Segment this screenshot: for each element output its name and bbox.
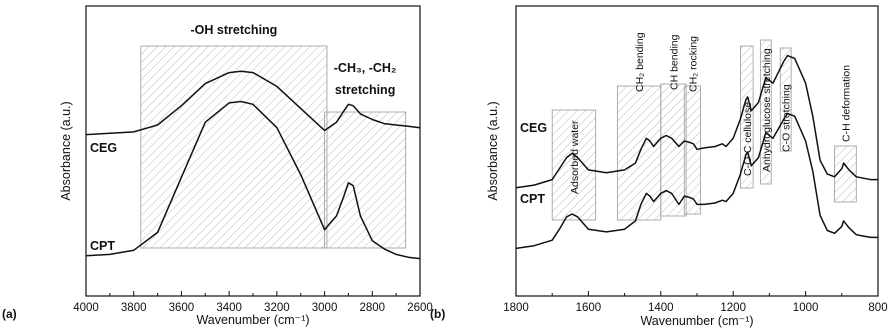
- x-tick-label-b-4: 1000: [793, 302, 819, 314]
- x-tick-label-b-3: 1200: [720, 302, 746, 314]
- x-tick-label-a-6: 2800: [359, 302, 385, 314]
- series-label-b-cpt: CPT: [520, 192, 545, 206]
- band-label-a-1: -CH₃, -CH₂: [334, 61, 397, 75]
- band-b-0: [551, 109, 597, 221]
- x-axis-title-a: Wavenumber (cm⁻¹): [196, 313, 309, 327]
- bands-a: [140, 45, 407, 249]
- x-axis-title-b: Wavenumber (cm⁻¹): [640, 314, 753, 328]
- series-line-a-cpt: [85, 100, 421, 260]
- band-b-6: [779, 47, 792, 152]
- band-label-b-0: Adsorbed water: [569, 120, 581, 194]
- x-tick-label-a-2: 3600: [169, 302, 195, 314]
- panel-label-b: (b): [430, 307, 445, 321]
- series-lines-b: [515, 54, 878, 250]
- x-tick-label-a-7: 2600: [407, 302, 433, 314]
- panel-label-a: (a): [2, 307, 17, 321]
- series-labels-a: -OH stretching -CH₃, -CH₂ stretching CEG CPT: [90, 23, 396, 253]
- x-tick-label-b-0: 1800: [503, 302, 529, 314]
- band-label-b-1: CH₂ bending: [634, 32, 646, 92]
- band-b-2: [660, 83, 687, 217]
- band-label-a-1-line2: stretching: [335, 83, 395, 97]
- series-label-b-ceg: CEG: [520, 121, 547, 135]
- band-label-b-7: C-H deformation: [840, 65, 852, 142]
- series-label-a-cpt: CPT: [90, 239, 115, 253]
- band-label-b-3: CH₂ rocking: [687, 36, 699, 92]
- series-label-a-ceg: CEG: [90, 141, 117, 155]
- band-b-3: [683, 85, 702, 215]
- x-tick-label-a-3: 3400: [216, 302, 242, 314]
- series-line-a-ceg: [85, 70, 421, 136]
- band-label-b-6: C-O stretching: [781, 84, 793, 152]
- x-tick-label-a-1: 3800: [121, 302, 147, 314]
- band-label-b-5: Anhydroglucose stretching: [761, 48, 773, 172]
- band-b-5: [759, 39, 772, 185]
- chart-a: 4000 3800 3600 3400 3200 3000 2800 2600 -OH str…: [2, 5, 433, 327]
- x-tick-label-a-0: 4000: [73, 302, 99, 314]
- band-b-7: [834, 145, 857, 203]
- series-labels-b: Adsorbed water CH₂ bending CH bending CH₂ r…: [520, 32, 852, 206]
- band-label-b-4: C-O-C cellulose: [742, 102, 754, 176]
- ticks-a: 4000 3800 3600 3400 3200 3000 2800 2600: [73, 291, 433, 314]
- series-line-b-cpt: [515, 112, 878, 250]
- series-lines-a: [85, 70, 421, 260]
- x-tick-label-b-1: 1600: [576, 302, 602, 314]
- band-label-b-2: CH bending: [668, 34, 680, 90]
- x-tick-label-a-5: 3000: [312, 302, 338, 314]
- band-a-0: [140, 45, 328, 249]
- band-a-1: [324, 111, 407, 249]
- band-label-a-0: -OH stretching: [191, 23, 278, 37]
- y-axis-title-a: Absorbance (a.u.): [59, 101, 73, 200]
- bands-b: [551, 39, 857, 221]
- x-tick-label-b-5: 800: [868, 302, 887, 314]
- chart-b: 1800 1600 1400 1200 1000 800 Adsorbed water CH…: [430, 5, 888, 328]
- x-tick-label-b-2: 1400: [648, 302, 674, 314]
- y-axis-title-b: Absorbance (a.u.): [486, 101, 500, 200]
- x-tick-label-a-4: 3200: [264, 302, 290, 314]
- ticks-b: 1800 1600 1400 1200 1000 800: [503, 291, 888, 314]
- series-line-b-ceg: [515, 54, 878, 189]
